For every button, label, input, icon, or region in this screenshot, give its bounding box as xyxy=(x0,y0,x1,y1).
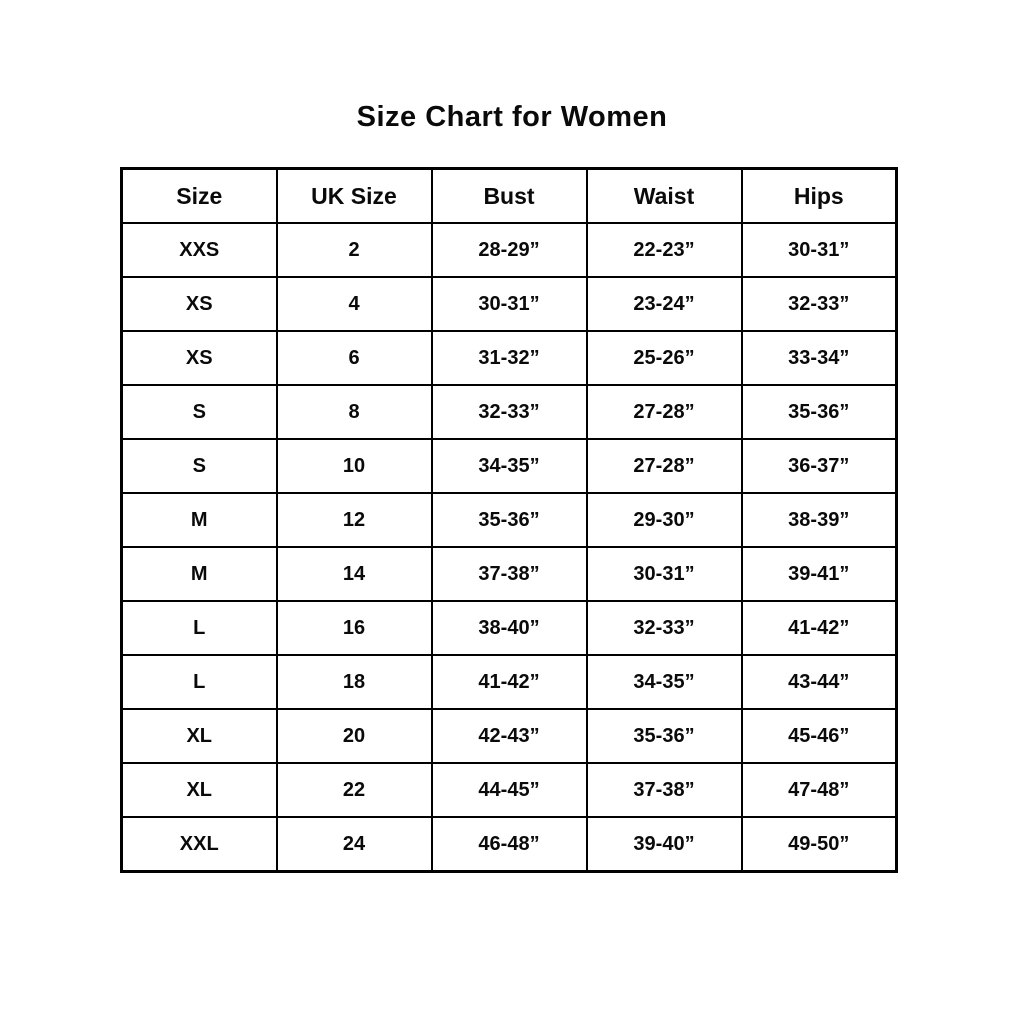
table-cell: 24 xyxy=(275,816,433,873)
table-cell: 22 xyxy=(275,762,433,818)
table-cell: 37-38” xyxy=(585,762,743,818)
table-cell: XL xyxy=(120,708,278,764)
table-cell: 29-30” xyxy=(585,492,743,548)
table-cell: 32-33” xyxy=(585,600,743,656)
table-cell: 32-33” xyxy=(430,384,588,440)
table-cell: 30-31” xyxy=(740,222,898,278)
table-cell: 6 xyxy=(275,330,433,386)
column-header: Bust xyxy=(430,167,588,224)
table-cell: 30-31” xyxy=(585,546,743,602)
table-cell: 34-35” xyxy=(430,438,588,494)
table-row: XL 22 44-45” 37-38” 47-48” xyxy=(120,762,898,818)
table-cell: 18 xyxy=(275,654,433,710)
table-row: XL 20 42-43” 35-36” 45-46” xyxy=(120,708,898,764)
table-cell: 45-46” xyxy=(740,708,898,764)
table-cell: 35-36” xyxy=(740,384,898,440)
table-row: L 16 38-40” 32-33” 41-42” xyxy=(120,600,898,656)
table-cell: 27-28” xyxy=(585,438,743,494)
table-cell: 38-40” xyxy=(430,600,588,656)
table-cell: 22-23” xyxy=(585,222,743,278)
table-cell: L xyxy=(120,654,278,710)
table-cell: 37-38” xyxy=(430,546,588,602)
table-cell: 36-37” xyxy=(740,438,898,494)
table-cell: XL xyxy=(120,762,278,818)
table-cell: 49-50” xyxy=(740,816,898,873)
table-cell: 35-36” xyxy=(430,492,588,548)
table-cell: 47-48” xyxy=(740,762,898,818)
table-row: L 18 41-42” 34-35” 43-44” xyxy=(120,654,898,710)
table-cell: 23-24” xyxy=(585,276,743,332)
header-row: Size UK Size Bust Waist Hips xyxy=(120,167,898,224)
table-body: XXS 2 28-29” 22-23” 30-31” XS 4 30-31” 23-24” 32-… xyxy=(120,222,898,873)
table-cell: M xyxy=(120,546,278,602)
column-header: Waist xyxy=(585,167,743,224)
table-cell: 28-29” xyxy=(430,222,588,278)
table-head: Size UK Size Bust Waist Hips xyxy=(120,167,898,224)
table-cell: S xyxy=(120,384,278,440)
table-cell: 20 xyxy=(275,708,433,764)
table-cell: XS xyxy=(120,276,278,332)
table-cell: 41-42” xyxy=(740,600,898,656)
table-cell: L xyxy=(120,600,278,656)
table-cell: 30-31” xyxy=(430,276,588,332)
table-cell: 32-33” xyxy=(740,276,898,332)
table-row: XXS 2 28-29” 22-23” 30-31” xyxy=(120,222,898,278)
table-row: S 10 34-35” 27-28” 36-37” xyxy=(120,438,898,494)
table-cell: 33-34” xyxy=(740,330,898,386)
column-header: UK Size xyxy=(275,167,433,224)
table-cell: 27-28” xyxy=(585,384,743,440)
table-cell: 43-44” xyxy=(740,654,898,710)
table-cell: 42-43” xyxy=(430,708,588,764)
column-header: Size xyxy=(120,167,278,224)
size-chart-table: Size UK Size Bust Waist Hips XXS 2 28-29” 22-23… xyxy=(120,167,898,873)
table-cell: 2 xyxy=(275,222,433,278)
table-cell: 41-42” xyxy=(430,654,588,710)
table-cell: 31-32” xyxy=(430,330,588,386)
table-row: XS 4 30-31” 23-24” 32-33” xyxy=(120,276,898,332)
table-row: XS 6 31-32” 25-26” 33-34” xyxy=(120,330,898,386)
table-cell: 12 xyxy=(275,492,433,548)
column-header: Hips xyxy=(740,167,898,224)
table-cell: S xyxy=(120,438,278,494)
table-cell: 44-45” xyxy=(430,762,588,818)
table-cell: XS xyxy=(120,330,278,386)
table-cell: XXS xyxy=(120,222,278,278)
table-cell: 46-48” xyxy=(430,816,588,873)
table-cell: 4 xyxy=(275,276,433,332)
table-cell: 39-40” xyxy=(585,816,743,873)
table-row: M 14 37-38” 30-31” 39-41” xyxy=(120,546,898,602)
table-cell: M xyxy=(120,492,278,548)
table-cell: 35-36” xyxy=(585,708,743,764)
table-cell: 10 xyxy=(275,438,433,494)
table-cell: 39-41” xyxy=(740,546,898,602)
table-row: M 12 35-36” 29-30” 38-39” xyxy=(120,492,898,548)
table-cell: XXL xyxy=(120,816,278,873)
table-cell: 38-39” xyxy=(740,492,898,548)
table-cell: 34-35” xyxy=(585,654,743,710)
table-cell: 16 xyxy=(275,600,433,656)
table-cell: 8 xyxy=(275,384,433,440)
table-row: XXL 24 46-48” 39-40” 49-50” xyxy=(120,816,898,873)
table-cell: 25-26” xyxy=(585,330,743,386)
table-row: S 8 32-33” 27-28” 35-36” xyxy=(120,384,898,440)
page-title: Size Chart for Women xyxy=(356,101,668,133)
table-cell: 14 xyxy=(275,546,433,602)
